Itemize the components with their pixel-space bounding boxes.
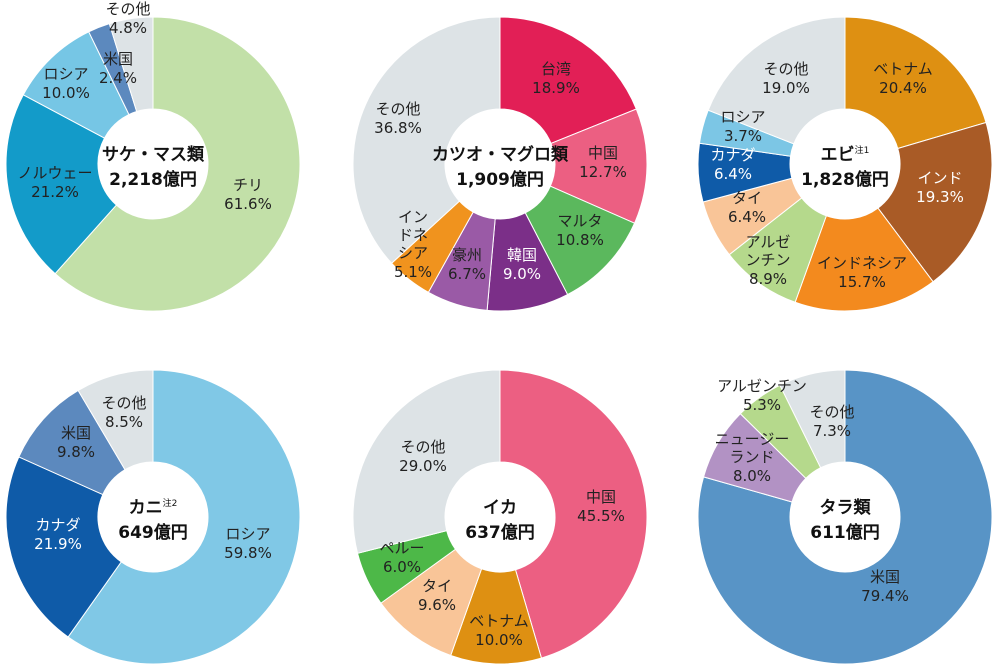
slice-pct: 8.5% [105, 413, 143, 431]
slice-label-3-4: アルゼンチン 8.9% [745, 233, 790, 288]
slice-label-1-5: その他 4.8% [105, 0, 150, 37]
slice-pct: 20.4% [879, 79, 927, 97]
slice-label-4-4: その他 8.5% [101, 394, 146, 431]
slice-label-4-1: ロシア 59.8% [224, 525, 272, 562]
slice-pct: 3.7% [724, 127, 762, 145]
slice-label-2-6: インドネシア 5.1% [394, 208, 432, 281]
slice-label-3-2: インド 19.3% [916, 169, 964, 206]
donut-chart-1: サケ・マス類 2,218億円 チリ 61.6% ノルウェー 21.2% ロシア 10.0%米国… [5, 0, 301, 312]
slice-label-5-2: ベトナム 10.0% [469, 612, 529, 649]
slice-pct: 19.3% [916, 188, 964, 206]
slice-pct: 6.4% [728, 208, 766, 226]
slice-pct: 45.5% [577, 507, 625, 525]
slice-pct: 19.0% [762, 79, 810, 97]
donut-hole [445, 109, 555, 219]
slice-label-5-5: その他 29.0% [399, 438, 447, 475]
slice-label-6-4: その他 7.3% [809, 403, 854, 440]
center-note: 注2 [163, 497, 178, 509]
donut-hole [98, 109, 208, 219]
donut-hole [445, 462, 555, 572]
slice-label-5-1: 中国 45.5% [577, 488, 625, 525]
slice-label-5-3: タイ 9.6% [418, 577, 456, 614]
slice-label-6-3: アルゼンチン 5.3% [717, 377, 807, 414]
slice-pct: 29.0% [399, 457, 447, 475]
slice-pct: 12.7% [579, 163, 627, 181]
donut-hole [98, 462, 208, 572]
slice-pct: 5.1% [394, 263, 432, 281]
center-title: タラ類 [820, 498, 872, 518]
slice-label-3-6: カナダ 6.4% [710, 146, 755, 183]
slice-pct: 15.7% [838, 273, 886, 291]
donut-hole [790, 109, 900, 219]
slice-pct: 5.3% [743, 396, 781, 414]
slice-pct: 9.8% [57, 443, 95, 461]
slice-label-2-1: 台湾 18.9% [532, 60, 580, 97]
center-note: 注1 [855, 144, 870, 156]
center-value: 611億円 [810, 522, 880, 543]
slice-label-1-4: 米国 2.4% [99, 50, 137, 87]
slice-label-2-7: その他 36.8% [374, 100, 422, 137]
slice-label-2-3: マルタ 10.8% [556, 212, 604, 249]
slice-pct: 6.4% [714, 165, 752, 183]
slice-label-3-7: ロシア 3.7% [720, 108, 765, 145]
slice-label-6-1: 米国 79.4% [861, 568, 909, 605]
center-title: サケ・マス類 [102, 145, 205, 165]
slice-pct: 8.9% [749, 270, 787, 288]
slice-label-2-5: 豪州 6.7% [448, 246, 486, 283]
slice-pct: 61.6% [224, 195, 272, 213]
slice-label-3-5: タイ 6.4% [728, 189, 766, 226]
slice-label-5-4: ペルー 6.0% [379, 539, 424, 576]
center-title: カツオ・マグロ類 [432, 144, 569, 165]
slice-label-3-3: インドネシア 15.7% [817, 254, 907, 291]
slice-label-1-3: ロシア 10.0% [42, 65, 90, 102]
center-value: 1,909億円 [456, 169, 544, 190]
slice-label-1-2: ノルウェー 21.2% [17, 164, 92, 201]
slice-pct: 10.0% [475, 631, 523, 649]
center-title: イカ [483, 498, 517, 518]
slice-pct: 79.4% [861, 587, 909, 605]
donut-hole [790, 462, 900, 572]
slice-pct: 10.0% [42, 84, 90, 102]
slice-pct: 21.2% [31, 183, 79, 201]
slice-label-3-1: ベトナム 20.4% [873, 60, 933, 97]
slice-pct: 10.8% [556, 231, 604, 249]
slice-label-2-4: 韓国 9.0% [503, 246, 541, 283]
slice-pct: 7.3% [813, 422, 851, 440]
slice-3-3 [794, 207, 934, 312]
slice-label-3-8: その他 19.0% [762, 60, 810, 97]
slice-label-4-2: カナダ 21.9% [34, 516, 82, 553]
slice-pct: 36.8% [374, 119, 422, 137]
slice-pct: 6.7% [448, 265, 486, 283]
slice-label-4-3: 米国 9.8% [57, 424, 95, 461]
slice-pct: 8.0% [733, 467, 771, 485]
slice-pct: 18.9% [532, 79, 580, 97]
slice-label-1-1: チリ 61.6% [224, 176, 272, 213]
slice-pct: 4.8% [109, 19, 147, 37]
slice-pct: 9.6% [418, 596, 456, 614]
slice-pct: 59.8% [224, 544, 272, 562]
center-value: 1,828億円 [801, 169, 889, 190]
slice-pct: 21.9% [34, 535, 82, 553]
slice-label-6-2: ニュージーランド 8.0% [715, 430, 790, 485]
donut-chart-5: イカ 637億円 中国 45.5% ベトナム 10.0% タイ 9.6%ペルー 6.0% その他 2… [352, 369, 648, 665]
center-value: 2,218億円 [109, 169, 197, 190]
slice-pct: 2.4% [99, 69, 137, 87]
center-value: 649億円 [118, 522, 188, 543]
center-value: 637億円 [465, 522, 535, 543]
slice-label-2-2: 中国 12.7% [579, 144, 627, 181]
slice-pct: 6.0% [383, 558, 421, 576]
donut-chart-2: カツオ・マグロ類 1,909億円 台湾 18.9% 中国 12.7% マルタ 10.8% 韓国 9… [352, 16, 648, 312]
slice-pct: 9.0% [503, 265, 541, 283]
